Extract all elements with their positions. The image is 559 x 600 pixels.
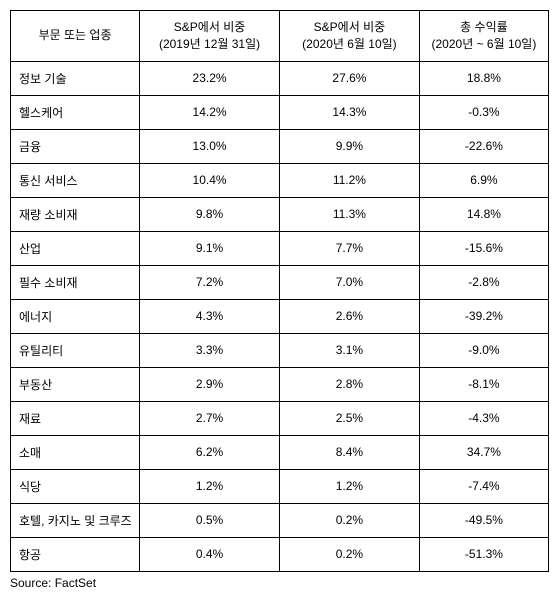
cell-value: 8.4% xyxy=(279,435,419,469)
cell-value: 9.9% xyxy=(279,129,419,163)
cell-value: 3.3% xyxy=(140,333,280,367)
cell-value: -0.3% xyxy=(419,95,548,129)
table-row: 금융13.0%9.9%-22.6% xyxy=(11,129,549,163)
cell-value: -9.0% xyxy=(419,333,548,367)
cell-sector: 금융 xyxy=(11,129,140,163)
cell-value: 11.2% xyxy=(279,163,419,197)
cell-value: 23.2% xyxy=(140,61,280,95)
table-row: 호텔, 카지노 및 크루즈0.5%0.2%-49.5% xyxy=(11,503,549,537)
cell-value: 1.2% xyxy=(140,469,280,503)
cell-sector: 필수 소비재 xyxy=(11,265,140,299)
table-row: 항공0.4%0.2%-51.3% xyxy=(11,537,549,571)
cell-value: 6.2% xyxy=(140,435,280,469)
header-weight-2020: S&P에서 비중(2020년 6월 10일) xyxy=(279,11,419,62)
cell-value: -39.2% xyxy=(419,299,548,333)
cell-value: 34.7% xyxy=(419,435,548,469)
header-weight-2019: S&P에서 비중(2019년 12월 31일) xyxy=(140,11,280,62)
cell-value: 1.2% xyxy=(279,469,419,503)
cell-sector: 재량 소비재 xyxy=(11,197,140,231)
cell-sector: 소매 xyxy=(11,435,140,469)
header-sector: 부문 또는 업종 xyxy=(11,11,140,62)
cell-value: -2.8% xyxy=(419,265,548,299)
source-text: Source: FactSet xyxy=(10,576,549,590)
cell-value: 2.8% xyxy=(279,367,419,401)
cell-value: 14.3% xyxy=(279,95,419,129)
cell-value: 14.8% xyxy=(419,197,548,231)
cell-sector: 통신 서비스 xyxy=(11,163,140,197)
table-row: 통신 서비스10.4%11.2%6.9% xyxy=(11,163,549,197)
cell-value: 18.8% xyxy=(419,61,548,95)
cell-value: 9.8% xyxy=(140,197,280,231)
table-row: 정보 기술23.2%27.6%18.8% xyxy=(11,61,549,95)
cell-value: 9.1% xyxy=(140,231,280,265)
table-row: 소매6.2%8.4%34.7% xyxy=(11,435,549,469)
cell-sector: 유틸리티 xyxy=(11,333,140,367)
cell-value: 13.0% xyxy=(140,129,280,163)
cell-sector: 에너지 xyxy=(11,299,140,333)
table-row: 에너지4.3%2.6%-39.2% xyxy=(11,299,549,333)
table-row: 필수 소비재7.2%7.0%-2.8% xyxy=(11,265,549,299)
table-row: 재량 소비재9.8%11.3%14.8% xyxy=(11,197,549,231)
table-body: 정보 기술23.2%27.6%18.8% 헬스케어14.2%14.3%-0.3%… xyxy=(11,61,549,571)
table-row: 부동산2.9%2.8%-8.1% xyxy=(11,367,549,401)
cell-value: 0.5% xyxy=(140,503,280,537)
cell-value: -22.6% xyxy=(419,129,548,163)
cell-value: 2.7% xyxy=(140,401,280,435)
cell-value: 7.7% xyxy=(279,231,419,265)
cell-sector: 헬스케어 xyxy=(11,95,140,129)
cell-value: 3.1% xyxy=(279,333,419,367)
table-header-row: 부문 또는 업종 S&P에서 비중(2019년 12월 31일) S&P에서 비… xyxy=(11,11,549,62)
cell-sector: 부동산 xyxy=(11,367,140,401)
cell-sector: 식당 xyxy=(11,469,140,503)
cell-value: 7.2% xyxy=(140,265,280,299)
cell-value: 14.2% xyxy=(140,95,280,129)
cell-value: 0.2% xyxy=(279,537,419,571)
cell-sector: 정보 기술 xyxy=(11,61,140,95)
cell-value: -51.3% xyxy=(419,537,548,571)
cell-sector: 항공 xyxy=(11,537,140,571)
cell-value: 11.3% xyxy=(279,197,419,231)
cell-sector: 재료 xyxy=(11,401,140,435)
cell-value: 7.0% xyxy=(279,265,419,299)
cell-value: 10.4% xyxy=(140,163,280,197)
cell-value: -49.5% xyxy=(419,503,548,537)
cell-value: -15.6% xyxy=(419,231,548,265)
cell-value: -4.3% xyxy=(419,401,548,435)
cell-value: 6.9% xyxy=(419,163,548,197)
table-row: 헬스케어14.2%14.3%-0.3% xyxy=(11,95,549,129)
table-row: 유틸리티3.3%3.1%-9.0% xyxy=(11,333,549,367)
cell-value: 0.2% xyxy=(279,503,419,537)
cell-value: 27.6% xyxy=(279,61,419,95)
cell-value: -7.4% xyxy=(419,469,548,503)
cell-value: 2.6% xyxy=(279,299,419,333)
cell-sector: 호텔, 카지노 및 크루즈 xyxy=(11,503,140,537)
table-row: 재료2.7%2.5%-4.3% xyxy=(11,401,549,435)
header-total-return: 총 수익률(2020년 ~ 6월 10일) xyxy=(419,11,548,62)
cell-value: 2.9% xyxy=(140,367,280,401)
cell-value: -8.1% xyxy=(419,367,548,401)
table-row: 식당1.2%1.2%-7.4% xyxy=(11,469,549,503)
cell-value: 0.4% xyxy=(140,537,280,571)
table-row: 산업9.1%7.7%-15.6% xyxy=(11,231,549,265)
sector-weights-table: 부문 또는 업종 S&P에서 비중(2019년 12월 31일) S&P에서 비… xyxy=(10,10,549,572)
cell-value: 4.3% xyxy=(140,299,280,333)
cell-sector: 산업 xyxy=(11,231,140,265)
cell-value: 2.5% xyxy=(279,401,419,435)
